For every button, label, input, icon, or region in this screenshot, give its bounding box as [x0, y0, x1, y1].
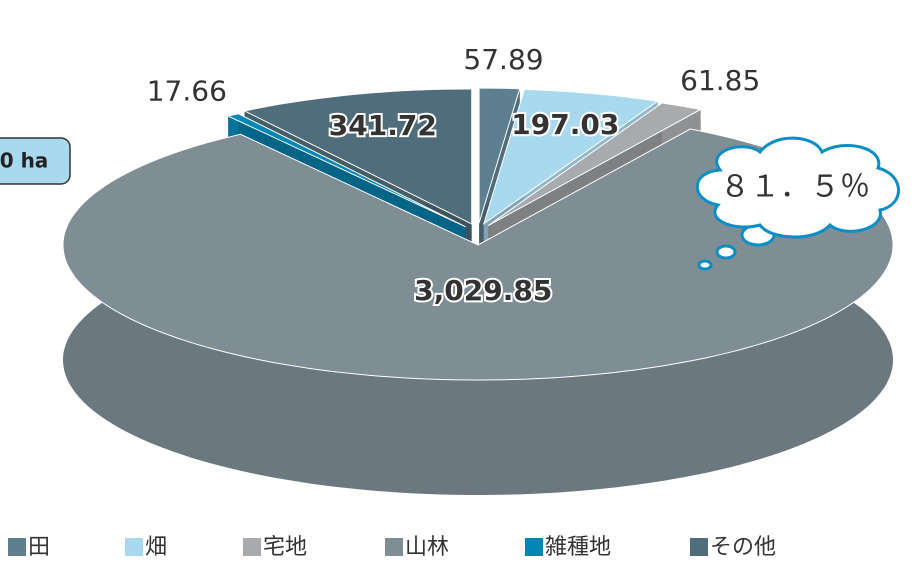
value-label: 3,029.85 [414, 274, 552, 307]
legend-swatch [243, 538, 261, 556]
value-label: 17.66 [147, 75, 227, 108]
legend: 田 畑 宅地 山林 雑種地 その他 [8, 535, 776, 560]
value-label: 341.72 [329, 109, 437, 142]
note-text: 0 ha [0, 149, 48, 173]
legend-swatch [690, 538, 708, 556]
legend-label: 山林 [405, 535, 449, 560]
legend-label: 雑種地 [545, 535, 611, 560]
legend-label: その他 [710, 535, 776, 560]
legend-swatch [8, 538, 26, 556]
value-label: 197.03 [511, 108, 619, 141]
legend-swatch [525, 538, 543, 556]
legend-swatch [125, 538, 143, 556]
chart: 0 ha ８１．５％ 田 畑 宅地 山林 雑種地 その他 57.89 197.03 61.85… [0, 0, 922, 563]
legend-label: 宅地 [263, 535, 307, 560]
value-label: 57.89 [463, 43, 543, 76]
callout-text: ８１．５％ [720, 170, 870, 205]
legend-label: 田 [28, 535, 50, 560]
legend-label: 畑 [145, 535, 167, 560]
legend-swatch [385, 538, 403, 556]
value-label: 61.85 [680, 64, 760, 97]
